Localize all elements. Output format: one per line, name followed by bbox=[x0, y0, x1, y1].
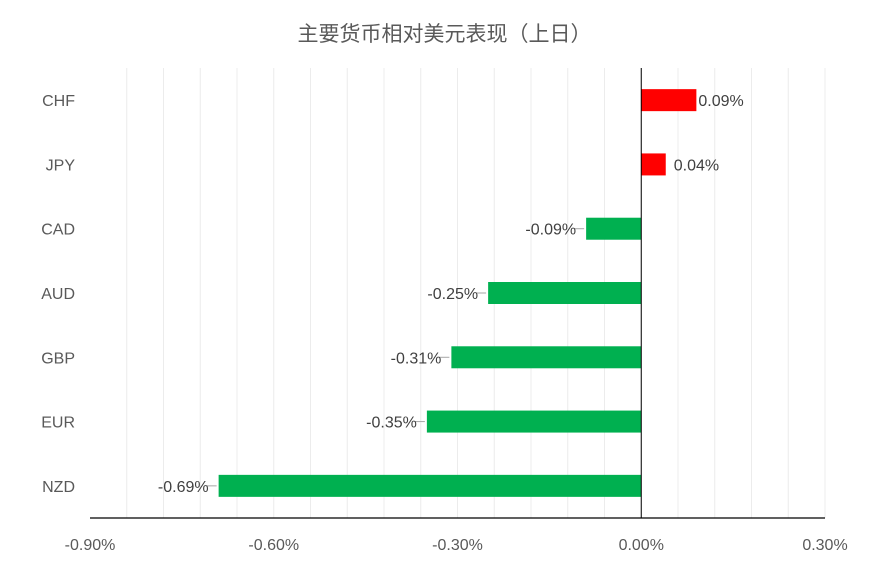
x-tick-label: 0.30% bbox=[802, 537, 847, 554]
bar-aud bbox=[488, 282, 642, 304]
bar-cad bbox=[586, 217, 642, 240]
category-label: AUD bbox=[41, 286, 75, 303]
bar-gbp bbox=[451, 346, 642, 369]
bar-jpy bbox=[641, 153, 666, 176]
x-tick-label: 0.00% bbox=[619, 537, 664, 554]
x-tick-label: -0.30% bbox=[432, 537, 483, 554]
category-label: EUR bbox=[41, 415, 75, 432]
category-label: GBP bbox=[41, 350, 75, 367]
category-label: CHF bbox=[42, 93, 75, 110]
x-tick-label: -0.60% bbox=[248, 537, 299, 554]
category-label: NZD bbox=[42, 479, 75, 496]
data-label: 0.09% bbox=[698, 93, 743, 110]
bar-nzd bbox=[218, 474, 642, 497]
x-tick-label: -0.90% bbox=[65, 537, 116, 554]
data-label: -0.09% bbox=[525, 222, 576, 239]
data-label: -0.35% bbox=[366, 415, 417, 432]
data-label: 0.04% bbox=[674, 157, 719, 174]
chart-title: 主要货币相对美元表现（上日） bbox=[297, 22, 592, 46]
category-label: JPY bbox=[46, 157, 76, 174]
bar-eur bbox=[426, 410, 642, 433]
data-label: -0.31% bbox=[391, 350, 442, 367]
data-label: -0.69% bbox=[158, 479, 209, 496]
data-label: -0.25% bbox=[427, 286, 478, 303]
category-label: CAD bbox=[41, 222, 75, 239]
bar-chf bbox=[641, 89, 697, 112]
